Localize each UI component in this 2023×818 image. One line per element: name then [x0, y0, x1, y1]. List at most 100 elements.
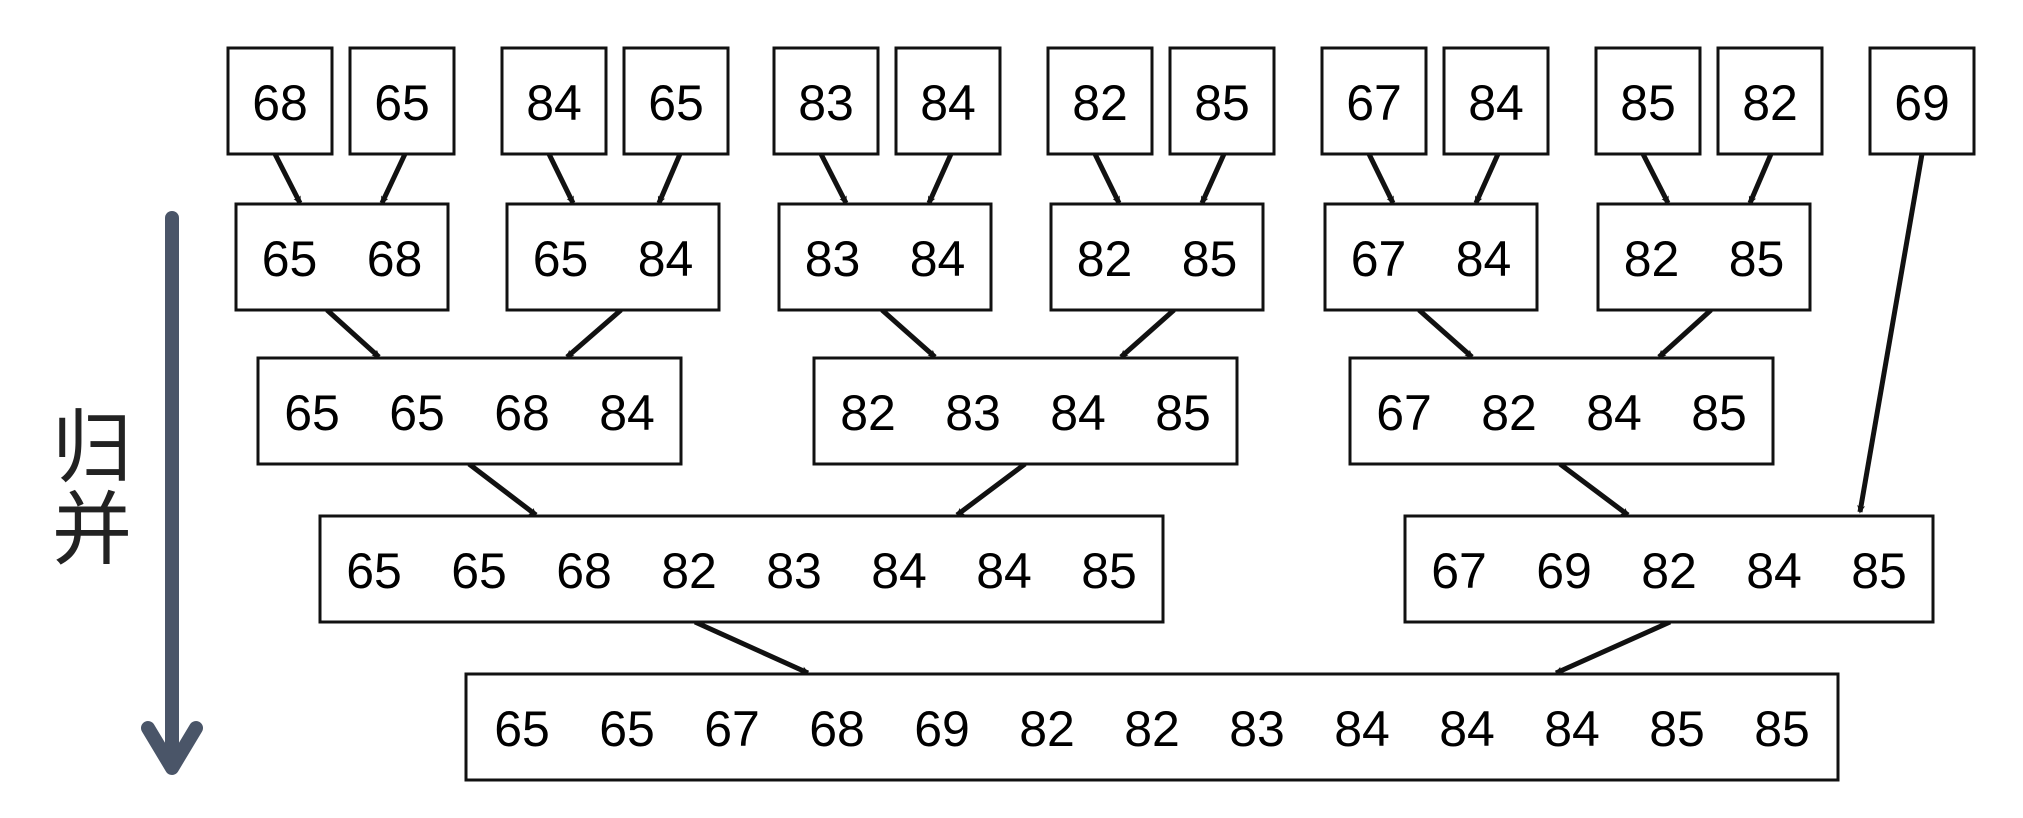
array-value: 65 [346, 543, 402, 599]
level-1-box: 65 84 [505, 202, 721, 312]
level-0-box: 84 [500, 46, 608, 156]
array-value: 68 [367, 231, 423, 287]
array-value: 84 [871, 543, 927, 599]
merge-edge-arrow [565, 308, 623, 359]
merge-edge-arrow [955, 462, 1027, 517]
array-value: 84 [526, 75, 582, 131]
merge-label: 归 并 [52, 402, 132, 577]
array-box-frame [318, 514, 1165, 624]
array-value: 85 [1182, 231, 1238, 287]
array-value: 83 [805, 231, 861, 287]
merge-edge-arrow [1473, 152, 1501, 205]
merge-edge-arrow [656, 153, 683, 205]
array-box-frame [1868, 46, 1976, 156]
array-value: 69 [1536, 543, 1592, 599]
array-box-frame [226, 46, 334, 156]
array-box-frame [1403, 514, 1935, 624]
direction-arrow-head [141, 721, 203, 775]
array-box-frame [1049, 202, 1265, 312]
array-box-frame [1596, 202, 1812, 312]
array-value: 84 [910, 231, 966, 287]
merge-edge-arrow [1092, 152, 1122, 205]
array-value: 68 [809, 701, 865, 757]
merge-edge-arrow [880, 308, 937, 359]
array-value: 85 [1729, 231, 1785, 287]
array-value: 65 [374, 75, 430, 131]
merge-edge-arrow [1857, 153, 1925, 514]
level-0-box: 82 [1716, 46, 1824, 156]
array-value: 69 [914, 701, 970, 757]
array-value: 84 [976, 543, 1032, 599]
level-1-box: 65 68 [234, 202, 450, 312]
array-value: 82 [1019, 701, 1075, 757]
level-0-box: 83 [772, 46, 880, 156]
level-0-box: 85 [1594, 46, 1702, 156]
array-value: 67 [1351, 231, 1407, 287]
array-value: 65 [451, 543, 507, 599]
merge-edge-arrow [325, 308, 381, 359]
merge-edge-arrow [1554, 619, 1672, 676]
level-2-box: 67 82 84 85 [1348, 356, 1775, 466]
merge-label-char-1: 归 [52, 402, 132, 495]
merge-edge-arrow [693, 619, 810, 676]
array-value: 84 [1050, 385, 1106, 441]
array-box-frame [1323, 202, 1539, 312]
array-value: 84 [1334, 701, 1390, 757]
array-value: 84 [1544, 701, 1600, 757]
array-box-frame [812, 356, 1239, 466]
array-box-frame [1168, 46, 1276, 156]
level-0-box: 68 [226, 46, 334, 156]
merge-edge-arrow [1199, 152, 1227, 205]
level-0-box: 85 [1168, 46, 1276, 156]
array-value: 82 [1641, 543, 1697, 599]
array-box-frame [464, 672, 1840, 782]
merge-edge-arrow [272, 152, 303, 205]
array-value: 85 [1155, 385, 1211, 441]
level-2-box: 65 65 68 84 [256, 356, 683, 466]
merge-edge-arrow [1640, 152, 1671, 205]
array-box-frame [1594, 46, 1702, 156]
array-value: 68 [252, 75, 308, 131]
array-value: 67 [1431, 543, 1487, 599]
merge-edge-arrow [467, 462, 538, 517]
array-box-frame [772, 46, 880, 156]
array-value: 82 [1077, 231, 1133, 287]
level-0-box: 84 [1442, 46, 1550, 156]
level-0-box: 84 [894, 46, 1002, 156]
level-0-box: 67 [1320, 46, 1428, 156]
array-box-frame [348, 46, 456, 156]
array-value: 84 [1746, 543, 1802, 599]
level-1-box: 67 84 [1323, 202, 1539, 312]
level-1-box: 83 84 [777, 202, 993, 312]
array-value: 82 [661, 543, 717, 599]
array-box-frame [1320, 46, 1428, 156]
array-value: 65 [599, 701, 655, 757]
merge-edge-arrow [379, 152, 408, 205]
array-value: 65 [389, 385, 445, 441]
array-value: 68 [556, 543, 612, 599]
level-0-box: 69 [1868, 46, 1976, 156]
array-box-frame [894, 46, 1002, 156]
array-value: 85 [1620, 75, 1676, 131]
merge-edge-arrow [546, 152, 576, 205]
array-value: 65 [533, 231, 589, 287]
array-value: 82 [1124, 701, 1180, 757]
array-value: 83 [766, 543, 822, 599]
merge-edges [272, 152, 1925, 676]
array-value: 65 [262, 231, 318, 287]
array-box-frame [500, 46, 608, 156]
array-value: 84 [1456, 231, 1512, 287]
array-value: 67 [704, 701, 760, 757]
array-value: 82 [840, 385, 896, 441]
array-value: 83 [1229, 701, 1285, 757]
array-value: 83 [945, 385, 1001, 441]
array-value: 85 [1851, 543, 1907, 599]
array-value: 84 [920, 75, 976, 131]
level-1-box: 82 85 [1049, 202, 1265, 312]
array-box-frame [256, 356, 683, 466]
array-value: 85 [1081, 543, 1137, 599]
array-box-frame [1046, 46, 1154, 156]
array-value: 85 [1754, 701, 1810, 757]
